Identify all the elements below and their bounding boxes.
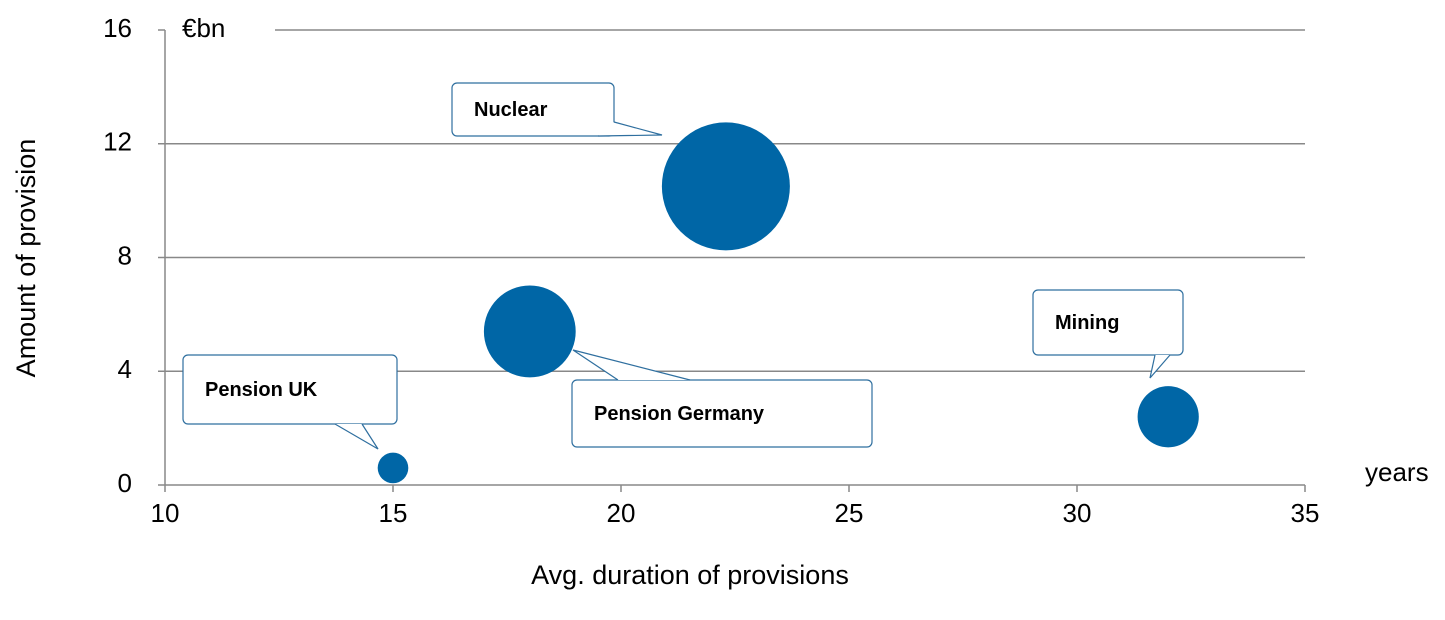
x-axis-title: Avg. duration of provisions (531, 560, 849, 590)
y-unit: €bn (182, 13, 225, 43)
callout-tail (598, 122, 662, 136)
callout-box (1032, 289, 1184, 356)
callout-tail-edge (597, 121, 663, 137)
callout-label: Pension UK (205, 379, 318, 401)
y-tick-label: 0 (118, 468, 132, 498)
callout-box (571, 379, 873, 448)
x-tick-label: 20 (607, 498, 636, 528)
x-tick-label: 25 (835, 498, 864, 528)
y-tick-label: 4 (118, 354, 132, 384)
callout-box (451, 82, 615, 137)
bubble (483, 285, 576, 378)
callout-label: Pension Germany (594, 403, 765, 425)
callout-label: Mining (1055, 312, 1119, 334)
bubble (661, 122, 790, 251)
x-tick-label: 10 (151, 498, 180, 528)
callout-tail-edge (334, 423, 379, 450)
y-axis-title: Amount of provision (11, 139, 41, 378)
bubble (1137, 386, 1199, 448)
y-tick-label: 12 (103, 127, 132, 157)
y-tick-label: 8 (118, 240, 132, 270)
x-tick-label: 35 (1291, 498, 1320, 528)
callout-tail-edge (572, 349, 691, 381)
x-tick-label: 15 (379, 498, 408, 528)
y-tick-label: 16 (103, 13, 132, 43)
x-unit: years (1365, 457, 1429, 487)
callout-label: Nuclear (474, 99, 548, 121)
callout-box (182, 354, 398, 425)
bubble (377, 452, 409, 484)
callout-tail-edge (1149, 354, 1171, 379)
x-tick-label: 30 (1063, 498, 1092, 528)
